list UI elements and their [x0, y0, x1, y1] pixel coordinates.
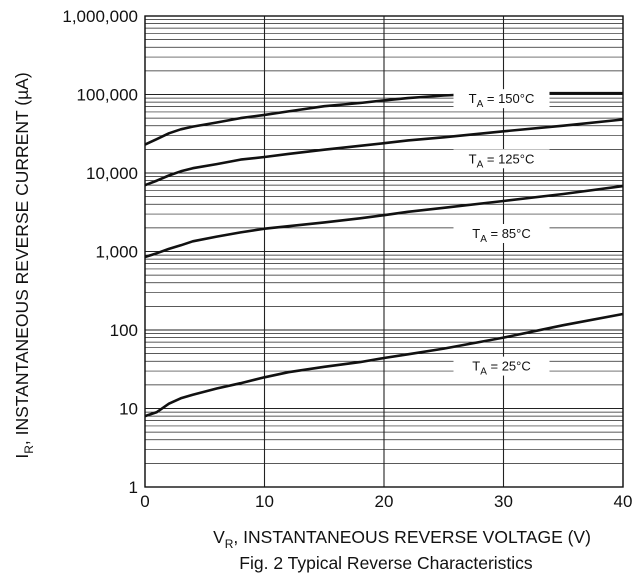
series-label-background [453, 356, 550, 376]
series-labels: TA = 150°C TA = 125°C TA = 85°C TA = 25°C [453, 89, 550, 378]
x-tick-label: 20 [375, 492, 394, 511]
x-axis-title: VR, INSTANTANEOUS REVERSE VOLTAGE (V) [213, 527, 591, 551]
x-axis-ticks: 0 10 20 30 40 [140, 492, 632, 511]
series-label: TA = 125°C [469, 151, 535, 170]
series-label-background [453, 223, 550, 243]
y-tick-label: 10 [119, 400, 138, 419]
series-label: TA = 25°C [472, 359, 531, 378]
x-tick-label: 30 [494, 492, 513, 511]
series-label: TA = 85°C [472, 226, 531, 245]
x-tick-label: 10 [255, 492, 274, 511]
y-tick-label: 1,000 [95, 243, 138, 262]
series-label-background [453, 89, 550, 109]
y-axis-ticks: 1 10 100 1,000 10,000 100,000 1,000,000 [62, 7, 138, 497]
series-label: TA = 150°C [469, 91, 535, 110]
y-axis-title: IR, INSTANTANEOUS REVERSE CURRENT (µA) [12, 72, 36, 458]
y-tick-label: 100,000 [77, 86, 138, 105]
series-label-background [453, 149, 550, 169]
y-tick-label: 1,000,000 [62, 7, 138, 26]
y-tick-label: 10,000 [86, 164, 138, 183]
grid [144, 15, 624, 488]
series-line [144, 184, 624, 259]
series-line [144, 312, 624, 418]
figure-caption: Fig. 2 Typical Reverse Characteristics [239, 553, 533, 573]
y-tick-label: 100 [110, 321, 138, 340]
series-line [144, 118, 624, 187]
y-tick-label: 1 [129, 478, 138, 497]
plot-frame [144, 15, 624, 488]
x-tick-label: 0 [140, 492, 149, 511]
x-tick-label: 40 [614, 492, 633, 511]
